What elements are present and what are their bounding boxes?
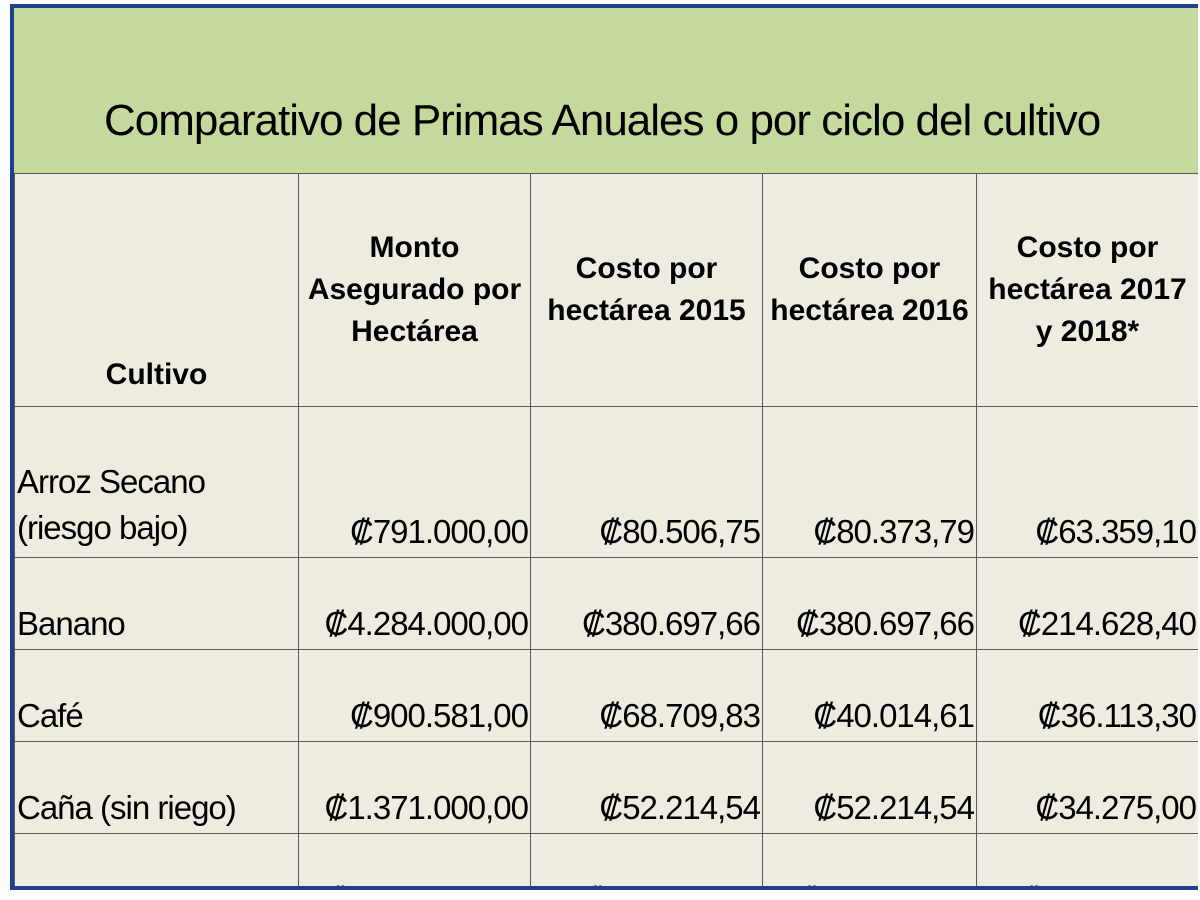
crop-name: Piña: [14, 833, 299, 886]
monto-asegurado: ₡1.371.000,00: [298, 741, 531, 834]
header-row: Cultivo Monto Asegurado por Hectárea Cos…: [14, 173, 1198, 407]
costo-2016: ₡218.354,00: [762, 833, 977, 886]
crop-name: Banano: [14, 557, 299, 650]
costo-2016: ₡80.373,79: [762, 406, 977, 558]
costo-2017-2018: ₡214.628,40: [976, 557, 1198, 650]
costo-2015: ₡68.709,83: [530, 649, 763, 742]
header-costo-2016: Costo por hectárea 2016: [762, 173, 977, 407]
costo-2017-2018: ₡34.275,00: [976, 741, 1198, 834]
monto-asegurado: ₡900.581,00: [298, 649, 531, 742]
crop-name: Café: [14, 649, 299, 742]
header-costo-2017-2018: Costo por hectárea 2017 y 2018*: [976, 173, 1198, 407]
costo-2016: ₡40.014,61: [762, 649, 977, 742]
costo-2015: ₡52.214,54: [530, 741, 763, 834]
costo-2017-2018: ₡36.113,30: [976, 649, 1198, 742]
table-row: Caña (sin riego) ₡1.371.000,00 ₡52.214,5…: [14, 741, 1198, 834]
monto-asegurado: ₡4.284.000,00: [298, 557, 531, 650]
header-costo-2015: Costo por hectárea 2015: [530, 173, 763, 407]
monto-asegurado: ₡791.000,00: [298, 406, 531, 558]
costo-2016: ₡380.697,66: [762, 557, 977, 650]
premium-table: Cultivo Monto Asegurado por Hectárea Cos…: [14, 173, 1198, 886]
costo-2015: ₡380.697,66: [530, 557, 763, 650]
premium-comparison-table-frame: Comparativo de Primas Anuales o por cicl…: [10, 4, 1198, 890]
monto-asegurado: ₡8.583.840,00: [298, 833, 531, 886]
costo-2016: ₡52.214,54: [762, 741, 977, 834]
table-row: Café ₡900.581,00 ₡68.709,83 ₡40.014,61 ₡…: [14, 649, 1198, 742]
table-row: Arroz Secano (riesgo bajo) ₡791.000,00 ₡…: [14, 406, 1198, 558]
header-cultivo: Cultivo: [14, 173, 299, 407]
costo-2015: ₡80.506,75: [530, 406, 763, 558]
header-monto-asegurado: Monto Asegurado por Hectárea: [298, 173, 531, 407]
costo-2017-2018: ₡63.359,10: [976, 406, 1198, 558]
crop-name: Arroz Secano (riesgo bajo): [14, 406, 299, 558]
title-band: Comparativo de Primas Anuales o por cicl…: [14, 8, 1198, 174]
table-title: Comparativo de Primas Anuales o por cicl…: [104, 96, 1101, 145]
table-row: Piña ₡8.583.840,00 ₡218.715,20 ₡218.354,…: [14, 833, 1198, 886]
table-row: Banano ₡4.284.000,00 ₡380.697,66 ₡380.69…: [14, 557, 1198, 650]
crop-name: Caña (sin riego): [14, 741, 299, 834]
costo-2017-2018: ₡128.757,60: [976, 833, 1198, 886]
costo-2015: ₡218.715,20: [530, 833, 763, 886]
